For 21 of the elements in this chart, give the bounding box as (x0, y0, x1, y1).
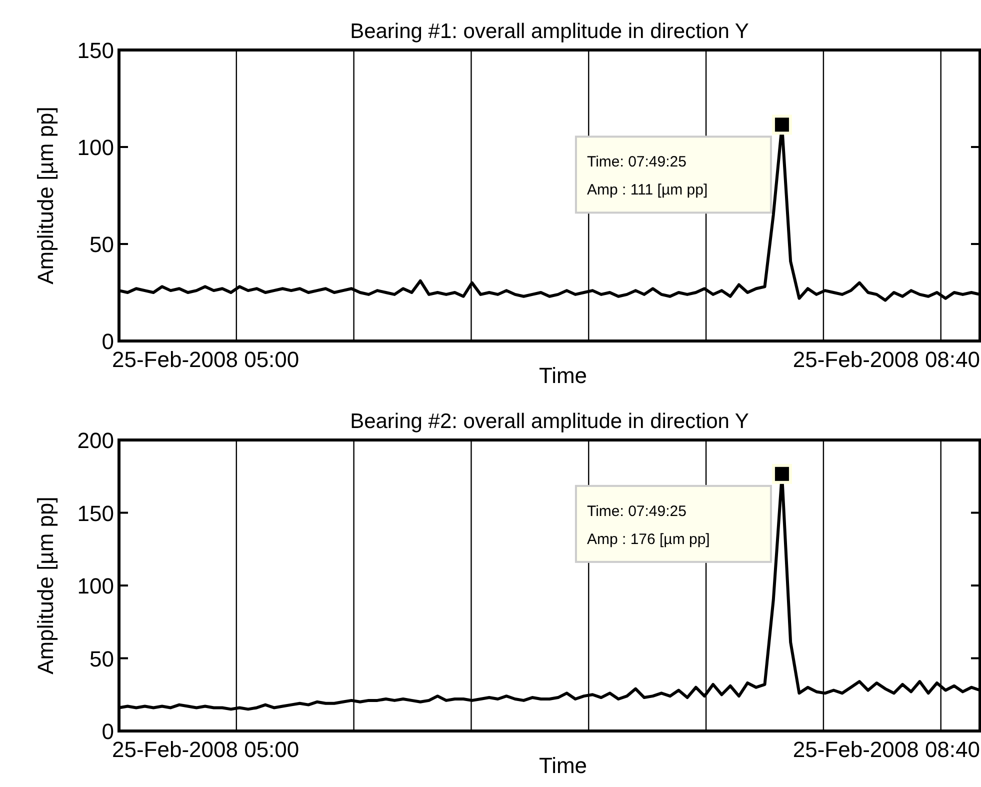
y-axis-title: Amplitude [µm pp] (33, 496, 58, 674)
annotation: Time: 07:49:25 Amp : 176 [µm pp] (586, 502, 710, 548)
y-tick-label: 0 (102, 719, 114, 744)
y-axis-title: Amplitude [µm pp] (33, 106, 58, 284)
y-tick-label: 150 (77, 38, 114, 63)
y-tick-label: 0 (102, 329, 114, 354)
y-tick-label: 50 (90, 646, 114, 672)
y-tick-label: 150 (77, 500, 114, 526)
x-axis-title: Time (538, 363, 588, 388)
text: 25-Feb-2008 05:00 (112, 737, 300, 762)
chart-title: Bearing #2: overall amplitude in direction Y (350, 410, 749, 433)
chart-title: Bearing #1: overall amplitude in direction Y (350, 20, 749, 43)
annotation: Time: 07:49:25 Amp : 111 [µm pp] (586, 154, 708, 199)
text: 25-Feb-2008 08:40 (792, 737, 980, 762)
y-tick-label: 100 (77, 574, 114, 598)
y-tick-label: 50 (90, 232, 114, 257)
text: 25-Feb-2008 08:40 (792, 347, 980, 372)
y-tick-label: 200 (77, 428, 114, 453)
text: 25-Feb-2008 05:00 (112, 347, 300, 372)
y-tick-label: 100 (77, 135, 114, 160)
x-axis-title: Time (538, 753, 588, 778)
